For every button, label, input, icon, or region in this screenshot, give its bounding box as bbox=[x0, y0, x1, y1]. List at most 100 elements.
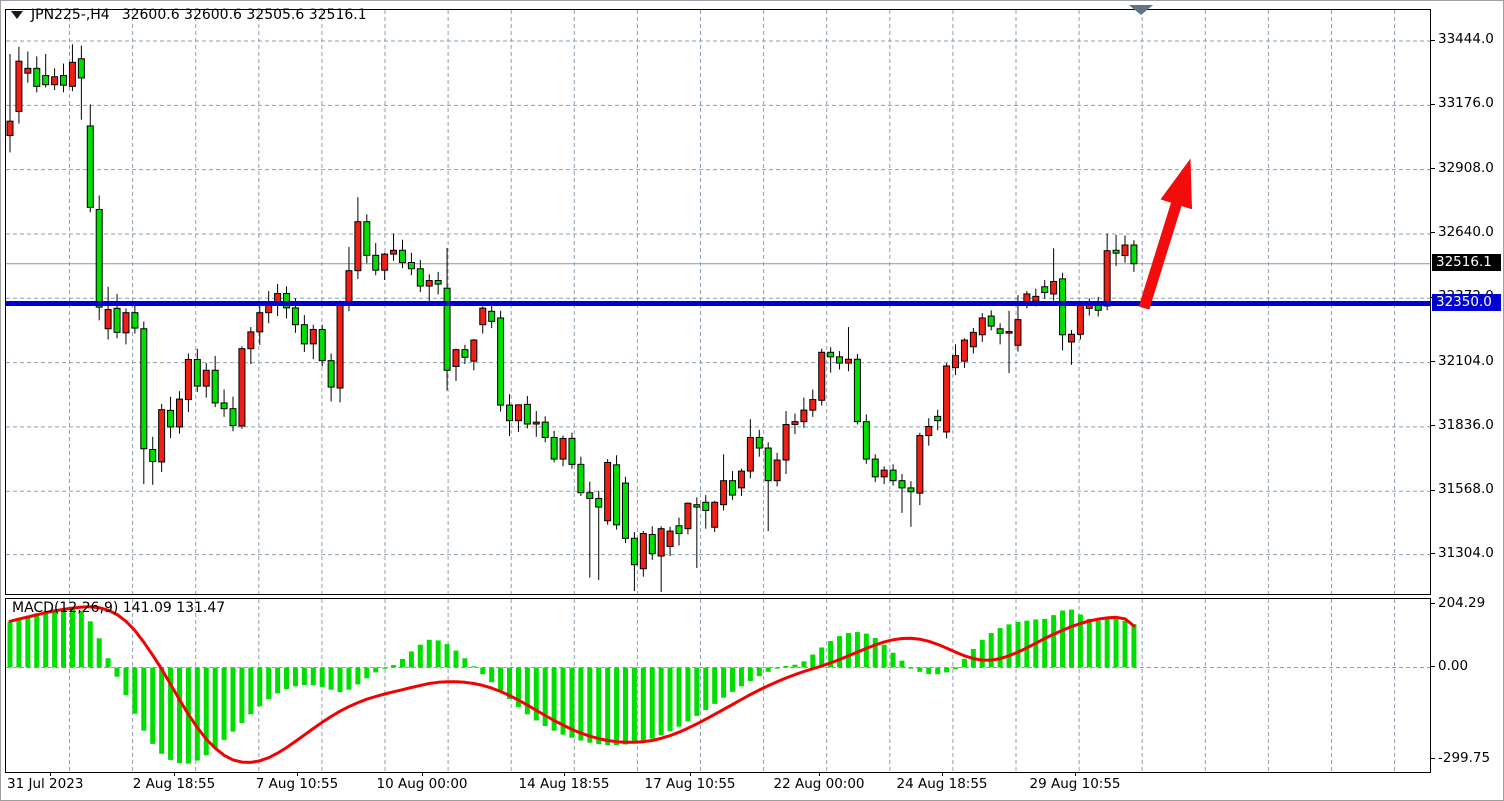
candle-down bbox=[648, 533, 656, 555]
macd-histogram-bar bbox=[605, 667, 611, 746]
macd-histogram-bar bbox=[524, 667, 530, 715]
candle-down bbox=[283, 292, 291, 309]
candle-down bbox=[398, 249, 406, 264]
candle-down bbox=[862, 421, 870, 460]
candle-down bbox=[300, 324, 308, 345]
macd-histogram-bar bbox=[105, 658, 111, 668]
macd-histogram-bar bbox=[658, 667, 664, 736]
macd-histogram-bar bbox=[87, 621, 93, 668]
macd-histogram-bar bbox=[961, 658, 967, 668]
macd-histogram-bar bbox=[114, 667, 120, 677]
macd-canvas[interactable] bbox=[6, 599, 1430, 772]
candle-down bbox=[871, 458, 879, 478]
time-tick bbox=[819, 772, 820, 776]
price-axis-label: 33176.0 bbox=[1438, 95, 1494, 112]
candle-up bbox=[309, 328, 317, 345]
macd-histogram-bar bbox=[774, 667, 780, 669]
macd-histogram-bar bbox=[489, 667, 495, 683]
macd-histogram-bar bbox=[132, 667, 138, 714]
candlestick-canvas[interactable] bbox=[6, 10, 1430, 594]
macd-histogram-bar bbox=[355, 667, 361, 685]
macd-histogram-bar bbox=[845, 633, 851, 668]
macd-histogram-bar bbox=[507, 667, 513, 699]
time-tick bbox=[690, 772, 691, 776]
candle-up bbox=[51, 76, 59, 86]
macd-signal-line bbox=[8, 605, 1136, 764]
macd-histogram-bar bbox=[364, 667, 370, 679]
macd-histogram-bar bbox=[462, 658, 468, 668]
candle-down bbox=[907, 487, 915, 493]
candle-up bbox=[746, 436, 754, 472]
price-axis-label: 31836.0 bbox=[1438, 416, 1494, 433]
hline-price-tag: 32350.0 bbox=[1432, 294, 1501, 312]
macd-histogram-bar bbox=[756, 667, 762, 677]
macd-histogram-bar bbox=[1006, 624, 1012, 668]
candle-down bbox=[60, 75, 68, 86]
symbol-marker-icon[interactable] bbox=[11, 11, 23, 19]
macd-histogram-bar bbox=[319, 667, 325, 687]
candle-up bbox=[943, 365, 951, 433]
candle-down bbox=[229, 408, 237, 426]
macd-histogram-bar bbox=[747, 667, 753, 682]
macd-pane[interactable]: MACD(12,26,9) 141.09 131.47 bbox=[5, 598, 1431, 773]
macd-histogram-bar bbox=[649, 667, 655, 739]
macd-histogram-bar bbox=[935, 667, 941, 675]
candle-up bbox=[666, 530, 674, 547]
object-anchor-icon[interactable] bbox=[1129, 5, 1153, 15]
macd-histogram-bar bbox=[382, 667, 388, 669]
macd-histogram-bar bbox=[168, 667, 174, 760]
macd-tick bbox=[1430, 758, 1435, 760]
macd-histogram-bar bbox=[703, 667, 709, 711]
chart-title: JPN225-,H4 32600.6 32600.6 32505.6 32516… bbox=[11, 6, 367, 24]
candle-up bbox=[773, 459, 781, 482]
price-tick bbox=[1430, 425, 1435, 427]
candle-down bbox=[318, 328, 326, 362]
time-axis-label: 7 Aug 10:55 bbox=[255, 776, 339, 792]
macd-histogram-bar bbox=[899, 660, 905, 668]
candle-up bbox=[720, 480, 728, 506]
macd-histogram-bar bbox=[730, 667, 736, 692]
candle-up bbox=[158, 409, 166, 463]
candle-down bbox=[568, 437, 576, 465]
candle-up bbox=[256, 312, 264, 333]
candle-down bbox=[693, 504, 701, 508]
candle-up bbox=[336, 304, 344, 389]
time-tick bbox=[1075, 772, 1076, 776]
candle-down bbox=[613, 464, 621, 526]
macd-histogram-bar bbox=[78, 610, 84, 668]
main-chart-pane[interactable] bbox=[5, 9, 1431, 595]
candle-up bbox=[925, 425, 933, 437]
macd-axis-label: -299.75 bbox=[1438, 749, 1491, 766]
macd-histogram-bar bbox=[997, 628, 1003, 668]
macd-histogram-bar bbox=[96, 638, 102, 668]
macd-histogram-bar bbox=[1051, 615, 1057, 668]
macd-histogram-bar bbox=[801, 661, 807, 668]
candle-down bbox=[140, 328, 148, 450]
time-axis-label: 22 Aug 00:00 bbox=[773, 776, 865, 792]
macd-histogram-bar bbox=[399, 658, 405, 668]
macd-tick bbox=[1430, 666, 1435, 667]
macd-histogram-bar bbox=[667, 667, 673, 732]
candle-up bbox=[711, 501, 719, 528]
macd-histogram-bar bbox=[881, 644, 887, 668]
price-tick bbox=[1430, 103, 1435, 105]
candle-down bbox=[755, 436, 763, 449]
candle-down bbox=[898, 480, 906, 489]
time-axis-label: 17 Aug 10:55 bbox=[644, 776, 736, 792]
candle-up bbox=[969, 331, 977, 348]
symbol-period-label: JPN225-,H4 bbox=[31, 7, 110, 23]
macd-histogram-bar bbox=[1042, 618, 1048, 668]
candle-up bbox=[104, 309, 112, 330]
candle-down bbox=[95, 208, 103, 308]
macd-histogram-bar bbox=[810, 654, 816, 668]
candle-down bbox=[1112, 249, 1120, 254]
macd-histogram-bar bbox=[828, 641, 834, 668]
price-tick bbox=[1430, 232, 1435, 234]
candle-up bbox=[1103, 250, 1111, 307]
up-arrow-annotation[interactable] bbox=[1138, 158, 1192, 310]
candle-down bbox=[1059, 278, 1067, 336]
candle-up bbox=[345, 270, 353, 306]
candle-up bbox=[1050, 280, 1058, 295]
candle-down bbox=[220, 402, 228, 410]
candle-up bbox=[684, 502, 692, 530]
